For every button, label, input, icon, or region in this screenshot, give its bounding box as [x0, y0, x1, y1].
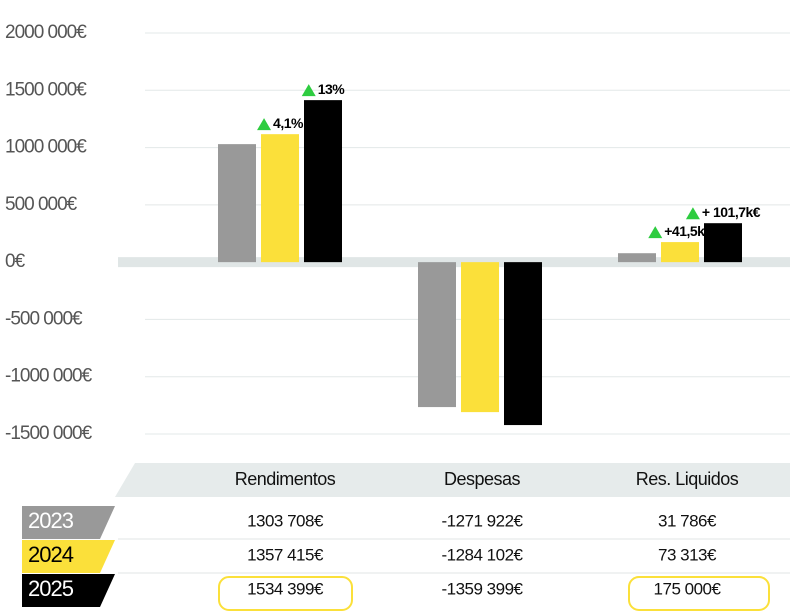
year-label: 2023: [28, 508, 74, 533]
table-cell: -1284 102€: [441, 545, 523, 564]
bar: [304, 100, 342, 263]
y-tick-label: -1500 000€: [5, 423, 93, 444]
year-tag: [22, 506, 115, 539]
annotation: 4,1%: [273, 115, 304, 131]
y-tick-label: 0€: [5, 251, 26, 272]
annotation: + 101,7k€: [702, 204, 761, 220]
bar: [618, 253, 656, 263]
table-cell: 73 313€: [658, 545, 717, 564]
table-cell: 1357 415€: [247, 545, 324, 564]
y-tick-label: 1000 000€: [5, 137, 87, 158]
bar: [661, 242, 699, 263]
table-cell: 1534 399€: [247, 579, 324, 598]
bar: [261, 134, 299, 263]
y-tick-label: 2000 000€: [5, 22, 87, 43]
year-label: 2025: [28, 576, 74, 601]
bar: [218, 144, 256, 263]
y-tick-label: 500 000€: [5, 194, 78, 215]
y-tick-label: 1500 000€: [5, 79, 87, 100]
bar: [418, 262, 456, 408]
up-icon: [257, 118, 272, 131]
year-tag: [22, 540, 115, 573]
up-icon: [648, 226, 663, 239]
up-icon: [301, 84, 316, 97]
highlight: [218, 576, 353, 611]
y-tick-label: -500 000€: [5, 308, 83, 329]
year-tag: [22, 574, 115, 607]
bar: [704, 223, 742, 263]
highlight: [628, 576, 770, 611]
annotation: 13%: [318, 81, 346, 97]
table-cell: 1303 708€: [247, 511, 324, 530]
column-header: Despesas: [444, 469, 521, 489]
column-header: Rendimentos: [235, 469, 336, 489]
table-cell: -1359 399€: [441, 579, 523, 598]
annotation: +41,5k€: [664, 223, 712, 239]
y-tick-label: -1000 000€: [5, 366, 93, 387]
bar: [504, 262, 542, 426]
table-cell: 31 786€: [658, 511, 717, 530]
table-header-band: [115, 463, 790, 497]
year-label: 2024: [28, 542, 74, 567]
column-header: Res. Liquidos: [636, 469, 739, 489]
table-cell: -1271 922€: [441, 511, 523, 530]
table-cell: 175 000€: [654, 579, 722, 598]
up-icon: [685, 207, 700, 220]
bar: [461, 262, 499, 413]
